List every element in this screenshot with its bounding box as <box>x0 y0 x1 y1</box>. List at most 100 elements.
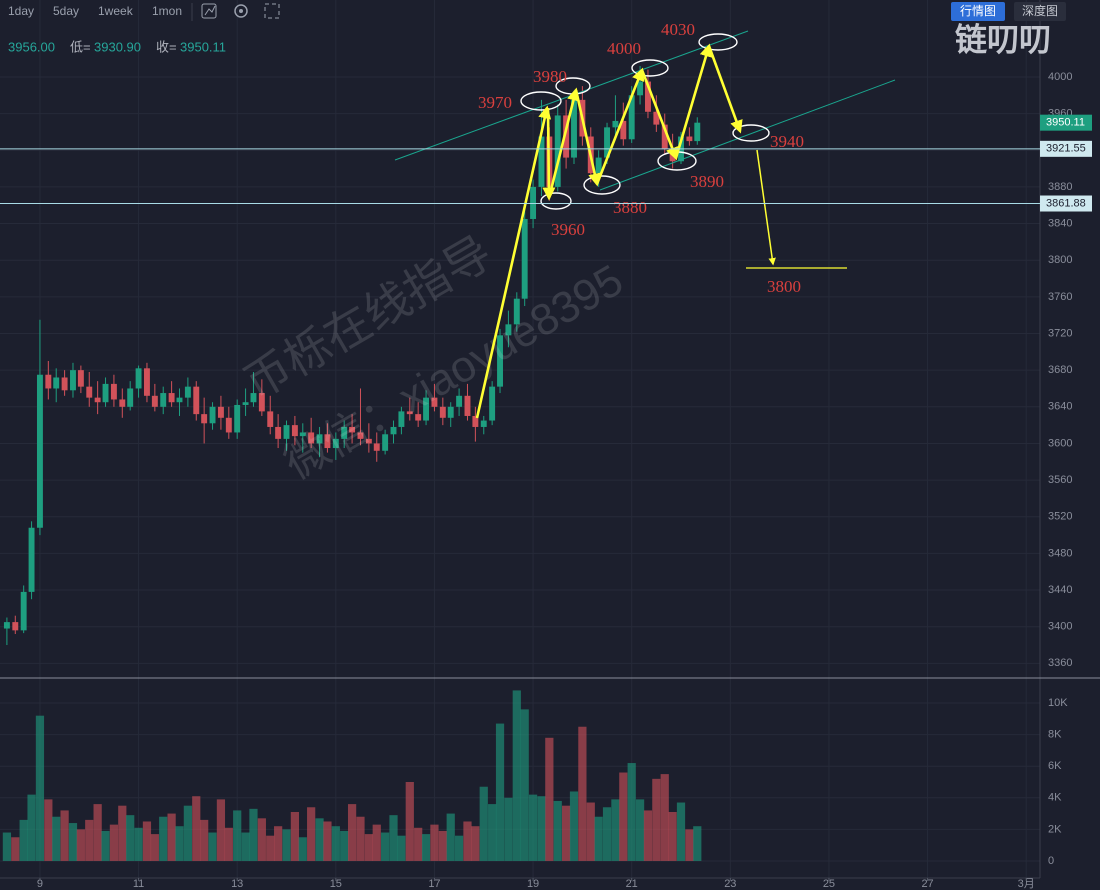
y-tick-label: 3840 <box>1048 217 1072 229</box>
candle-body <box>382 434 389 451</box>
volume-bar <box>364 834 373 861</box>
candle-body <box>299 432 306 437</box>
arrow <box>640 69 679 161</box>
volume-bar <box>537 796 546 861</box>
candle-body <box>77 370 84 387</box>
candle-body <box>201 414 208 424</box>
arrow <box>542 107 556 201</box>
volume-tick-label: 4K <box>1048 792 1062 804</box>
candle-body <box>406 411 413 415</box>
candle-body <box>267 411 274 427</box>
volume-bar <box>118 805 127 861</box>
annotation: 3940 <box>770 132 804 151</box>
draw-tool-icon[interactable] <box>201 3 217 19</box>
tab-label[interactable]: 深度图 <box>1022 3 1058 18</box>
annotation: 3970 <box>478 93 512 112</box>
candle-body <box>480 420 487 427</box>
y-tick-label: 3600 <box>1048 437 1072 449</box>
period-button[interactable]: 1mon <box>152 4 182 18</box>
volume-bar <box>553 800 562 861</box>
info-open: 3956.00 <box>8 39 55 54</box>
arrow <box>707 45 743 134</box>
candle-body <box>316 434 323 444</box>
y-tick-label: 3760 <box>1048 291 1072 303</box>
volume-bar <box>44 799 53 861</box>
volume-bar <box>652 778 661 861</box>
candle-body <box>653 111 660 125</box>
volume-bar <box>175 826 184 861</box>
volume-bar <box>619 772 628 861</box>
volume-bar <box>126 815 135 861</box>
circle <box>583 175 621 195</box>
candle-body <box>45 374 52 389</box>
volume-bars <box>2 690 702 861</box>
candle-body <box>513 298 520 325</box>
candle-body <box>472 415 479 427</box>
candle-body <box>604 127 610 158</box>
volume-bar <box>298 837 307 861</box>
volume-bar <box>323 821 332 861</box>
candle-body <box>645 81 651 112</box>
tab-label[interactable]: 行情图 <box>960 4 996 18</box>
tab-active[interactable] <box>951 2 1005 21</box>
candle-body <box>61 377 68 391</box>
volume-bar <box>2 832 12 861</box>
period-button[interactable]: 1week <box>98 4 134 18</box>
volume-bar <box>578 726 587 861</box>
arrow <box>756 149 776 266</box>
arrows <box>475 43 847 419</box>
volume-bar <box>643 810 653 861</box>
volume-bar <box>693 826 702 861</box>
candle-body <box>521 218 528 299</box>
candle-body <box>423 397 430 421</box>
x-tick-label: 25 <box>823 878 835 890</box>
annotation: 4030 <box>661 20 695 39</box>
candle-body <box>373 443 380 451</box>
annotation: 3880 <box>613 198 647 217</box>
volume-bar <box>627 763 636 861</box>
period-button[interactable]: 5day <box>53 4 79 18</box>
settings-icon[interactable] <box>234 4 248 18</box>
arrow <box>595 67 645 185</box>
candle-body <box>431 397 438 407</box>
volume-bar <box>389 815 398 861</box>
period-button[interactable]: 1day <box>8 4 34 18</box>
last-price-box <box>1040 114 1092 131</box>
candle-body <box>283 425 290 439</box>
volume-tick-label: 2K <box>1048 823 1062 835</box>
volume-bar <box>192 796 201 861</box>
volume-bar <box>611 799 620 861</box>
y-tick-label: 3680 <box>1048 364 1072 376</box>
volume-bar <box>446 813 455 861</box>
volume-bar <box>488 804 497 861</box>
volume-bar <box>414 827 423 861</box>
candle-body <box>36 374 43 528</box>
volume-bar <box>545 737 554 861</box>
arrow <box>674 43 713 159</box>
annotation: 3980 <box>533 67 567 86</box>
candle-body <box>184 386 191 398</box>
volume-bar <box>463 821 472 861</box>
volume-bar <box>421 834 431 861</box>
volume-bar <box>167 813 176 861</box>
volume-bar <box>249 808 258 861</box>
volume-bar <box>76 829 85 861</box>
volume-bar <box>528 794 538 861</box>
fullscreen-icon[interactable] <box>264 3 280 19</box>
volume-bar <box>52 816 61 861</box>
volume-bar <box>35 715 45 861</box>
volume-bar <box>282 829 291 861</box>
volume-bar <box>307 807 316 861</box>
candle-body <box>160 393 167 407</box>
candle-body <box>595 157 602 174</box>
candle-body <box>86 386 93 398</box>
candle-body <box>661 124 668 149</box>
tab[interactable] <box>1014 2 1066 21</box>
price-label-box <box>1040 195 1092 212</box>
x-tick-label: 13 <box>231 878 243 890</box>
candle-body <box>127 388 134 407</box>
candle-body <box>332 438 339 449</box>
volume-bar <box>241 832 250 861</box>
volume-bar <box>660 774 669 861</box>
toolbar: 1day 5day 1week 1mon 行情图 深度图 <box>8 2 1066 21</box>
